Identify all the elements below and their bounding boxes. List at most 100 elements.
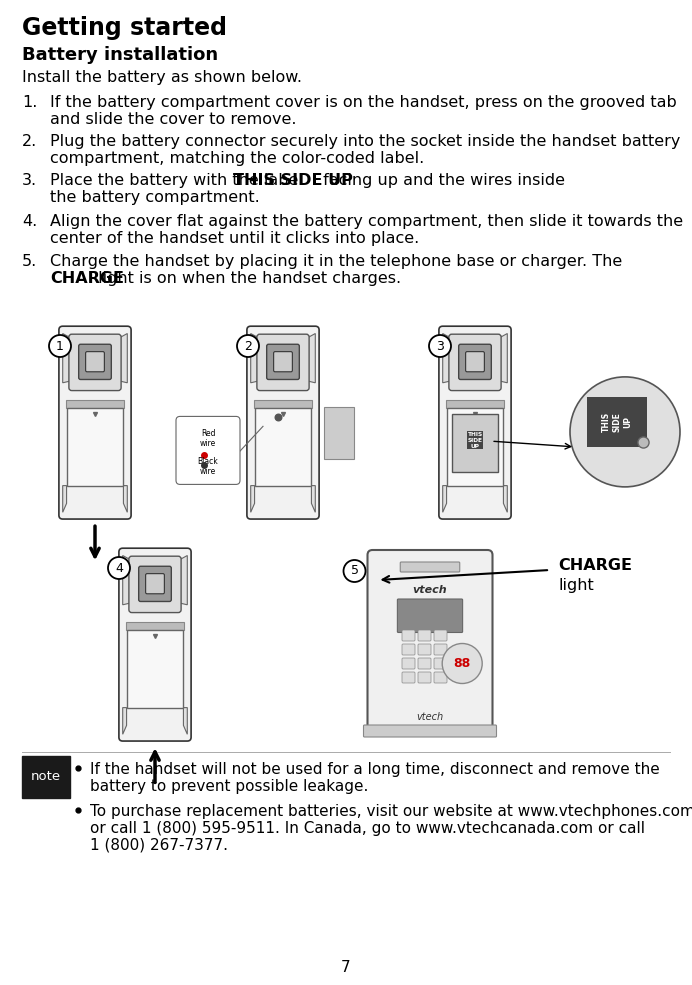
Polygon shape — [251, 334, 260, 383]
FancyBboxPatch shape — [400, 562, 459, 572]
FancyBboxPatch shape — [254, 400, 312, 408]
FancyBboxPatch shape — [402, 672, 415, 683]
Polygon shape — [183, 707, 188, 734]
FancyBboxPatch shape — [79, 345, 111, 379]
Text: 2: 2 — [244, 340, 252, 353]
Text: the battery compartment.: the battery compartment. — [50, 190, 260, 205]
Text: Red
wire: Red wire — [200, 428, 216, 448]
Text: Install the battery as shown below.: Install the battery as shown below. — [22, 70, 302, 85]
Text: 1.: 1. — [22, 95, 37, 110]
FancyBboxPatch shape — [138, 566, 172, 602]
FancyBboxPatch shape — [402, 630, 415, 641]
Polygon shape — [118, 334, 127, 383]
FancyBboxPatch shape — [434, 658, 447, 669]
Text: facing up and the wires inside: facing up and the wires inside — [318, 173, 565, 188]
Polygon shape — [443, 334, 452, 383]
FancyBboxPatch shape — [257, 334, 309, 391]
Text: Place the battery with the label: Place the battery with the label — [50, 173, 308, 188]
Text: If the battery compartment cover is on the handset, press on the grooved tab: If the battery compartment cover is on t… — [50, 95, 677, 110]
FancyBboxPatch shape — [402, 658, 415, 669]
Circle shape — [570, 377, 680, 487]
FancyBboxPatch shape — [418, 658, 431, 669]
Text: note: note — [31, 770, 61, 783]
Polygon shape — [122, 707, 127, 734]
Polygon shape — [123, 486, 127, 512]
Polygon shape — [63, 486, 66, 512]
FancyBboxPatch shape — [266, 345, 300, 379]
Text: Black
wire: Black wire — [198, 457, 219, 476]
Polygon shape — [63, 334, 72, 383]
Text: To purchase replacement batteries, visit our website at www.vtechphones.com: To purchase replacement batteries, visit… — [90, 804, 692, 819]
FancyBboxPatch shape — [66, 400, 124, 408]
FancyBboxPatch shape — [402, 644, 415, 655]
Circle shape — [442, 643, 482, 684]
Text: Charge the handset by placing it in the telephone base or charger. The: Charge the handset by placing it in the … — [50, 254, 622, 269]
FancyBboxPatch shape — [397, 599, 463, 632]
Text: light: light — [558, 578, 594, 593]
FancyBboxPatch shape — [418, 672, 431, 683]
Text: 4: 4 — [115, 561, 123, 574]
Text: vtech: vtech — [417, 712, 444, 722]
FancyBboxPatch shape — [255, 408, 311, 486]
FancyBboxPatch shape — [273, 352, 292, 371]
FancyBboxPatch shape — [69, 334, 121, 391]
Polygon shape — [122, 556, 131, 605]
FancyBboxPatch shape — [126, 623, 184, 629]
Text: 5: 5 — [351, 564, 358, 577]
Polygon shape — [311, 486, 316, 512]
FancyBboxPatch shape — [466, 352, 484, 371]
FancyBboxPatch shape — [127, 629, 183, 707]
Text: light is on when the handset charges.: light is on when the handset charges. — [93, 271, 401, 286]
Text: 3.: 3. — [22, 173, 37, 188]
Polygon shape — [498, 334, 507, 383]
FancyBboxPatch shape — [434, 644, 447, 655]
Text: 88: 88 — [453, 657, 471, 670]
Text: or call 1 (800) 595-9511. In Canada, go to www.vtechcanada.com or call: or call 1 (800) 595-9511. In Canada, go … — [90, 821, 645, 836]
FancyBboxPatch shape — [176, 417, 240, 485]
Polygon shape — [443, 486, 446, 512]
FancyBboxPatch shape — [59, 326, 131, 519]
FancyBboxPatch shape — [459, 345, 491, 379]
Text: 1 (800) 267-7377.: 1 (800) 267-7377. — [90, 838, 228, 853]
FancyBboxPatch shape — [446, 400, 504, 408]
Text: center of the handset until it clicks into place.: center of the handset until it clicks in… — [50, 231, 419, 246]
Text: Plug the battery connector securely into the socket inside the handset battery: Plug the battery connector securely into… — [50, 134, 680, 149]
FancyBboxPatch shape — [434, 672, 447, 683]
Circle shape — [429, 335, 451, 357]
FancyBboxPatch shape — [66, 408, 123, 486]
FancyBboxPatch shape — [119, 549, 191, 741]
Text: 5.: 5. — [22, 254, 37, 269]
Text: compartment, matching the color-coded label.: compartment, matching the color-coded la… — [50, 151, 424, 166]
Circle shape — [343, 560, 365, 582]
Circle shape — [49, 335, 71, 357]
Text: THIS SIDE UP: THIS SIDE UP — [233, 173, 353, 188]
FancyBboxPatch shape — [439, 326, 511, 519]
Text: vtech: vtech — [412, 585, 447, 595]
Text: Battery installation: Battery installation — [22, 46, 218, 64]
FancyBboxPatch shape — [247, 326, 319, 519]
Text: If the handset will not be used for a long time, disconnect and remove the: If the handset will not be used for a lo… — [90, 762, 659, 777]
FancyBboxPatch shape — [324, 407, 354, 459]
Polygon shape — [503, 486, 507, 512]
FancyBboxPatch shape — [452, 414, 498, 473]
FancyBboxPatch shape — [434, 630, 447, 641]
FancyBboxPatch shape — [418, 630, 431, 641]
Polygon shape — [307, 334, 316, 383]
FancyBboxPatch shape — [449, 334, 501, 391]
Text: Getting started: Getting started — [22, 16, 227, 40]
FancyBboxPatch shape — [363, 725, 496, 737]
Text: 2.: 2. — [22, 134, 37, 149]
Text: 4.: 4. — [22, 214, 37, 229]
Text: CHARGE: CHARGE — [50, 271, 124, 286]
FancyBboxPatch shape — [145, 573, 165, 594]
Text: and slide the cover to remove.: and slide the cover to remove. — [50, 112, 296, 127]
Text: 1: 1 — [56, 340, 64, 353]
Text: THIS
SIDE
UP: THIS SIDE UP — [602, 412, 632, 432]
FancyBboxPatch shape — [129, 557, 181, 613]
Text: 3: 3 — [436, 340, 444, 353]
FancyBboxPatch shape — [418, 644, 431, 655]
FancyBboxPatch shape — [446, 408, 503, 486]
FancyBboxPatch shape — [22, 756, 70, 798]
Text: CHARGE: CHARGE — [558, 558, 632, 573]
FancyBboxPatch shape — [367, 550, 493, 735]
